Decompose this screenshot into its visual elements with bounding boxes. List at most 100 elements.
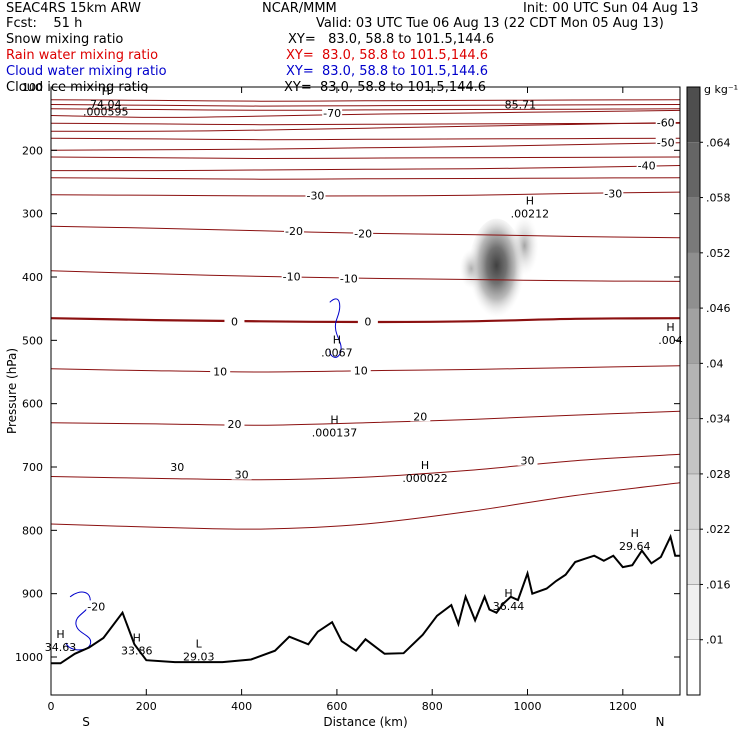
extremum-value: .000137: [312, 426, 358, 439]
y-tick-label: 700: [22, 461, 43, 474]
field-snow-name: Snow mixing ratio: [6, 32, 124, 47]
contour-label-bg: [603, 187, 624, 199]
colorbar-tick-label: .058: [706, 192, 731, 205]
contour-label-bg: [210, 365, 231, 377]
temperature-contour: [51, 410, 680, 426]
contour-label-bg: [655, 136, 676, 148]
contour-label: -60: [657, 116, 675, 129]
colorbar-swatch: [686, 197, 701, 254]
colorbar-swatch: [686, 584, 701, 640]
temperature-contour: [51, 122, 680, 126]
y-tick-label: 600: [22, 398, 43, 411]
colorbar-unit: g kg⁻¹: [704, 83, 738, 96]
contour-label: 30: [521, 455, 535, 468]
extremum-value: 29.64: [619, 540, 651, 553]
terrain-line: [51, 533, 680, 665]
temperature-contour: [51, 137, 680, 141]
endpoint-label-left: S: [82, 715, 90, 729]
contour-label-bg: [322, 106, 343, 118]
colorbar-tick-label: .04: [706, 357, 724, 370]
contour-label-bg: [636, 159, 657, 171]
x-tick-label: 600: [326, 700, 347, 713]
colorbar-tick-label: .034: [706, 413, 731, 426]
extremum-value: 29.03: [183, 651, 215, 664]
contour-label: -30: [604, 187, 622, 200]
colorbar-tick-label: .022: [706, 523, 731, 536]
field-rain-xy: XY= 83.0, 58.8 to 101.5,144.6: [286, 48, 489, 63]
y-tick-label: 900: [22, 588, 43, 601]
contour-label-bg: [517, 454, 538, 466]
extremum-value: 33.86: [121, 644, 153, 657]
extremum-mark: H: [133, 631, 141, 644]
extremum-value: 85.71: [505, 98, 537, 111]
y-tick-label: 1000: [15, 651, 43, 664]
temperature-contour: [51, 453, 680, 481]
header-title: SEAC4RS 15km ARW: [6, 1, 142, 16]
extremum-mark: L: [196, 638, 203, 651]
header-init: Init: 00 UTC Sun 04 Aug 13: [523, 1, 699, 16]
temperature-contour: [51, 122, 680, 132]
header-forecast: Fcst: 51 h: [6, 16, 83, 31]
colorbar-tick-label: .052: [706, 247, 731, 260]
contour-label: 30: [170, 461, 184, 474]
y-tick-label: 100: [22, 81, 43, 94]
temperature-contour: [51, 109, 680, 118]
contour-label: 20: [227, 418, 241, 431]
temperature-contour: [51, 104, 680, 107]
endpoint-label-right: N: [656, 715, 665, 729]
extremum-value: 34.63: [45, 641, 77, 654]
temperature-contour: [51, 142, 680, 151]
extremum-value: .0067: [321, 347, 353, 360]
colorbar-swatch: [686, 252, 701, 309]
colorbar-swatch: [686, 307, 701, 364]
terrain-fill: [51, 536, 680, 695]
extremum-mark: H: [504, 587, 512, 600]
temperature-contour: [51, 191, 680, 197]
extremum-value: 36.44: [493, 600, 525, 613]
contour-label-bg: [305, 189, 326, 201]
contour-label-bg: [338, 272, 359, 284]
contour-label-bg: [357, 315, 378, 327]
contour-label-bg: [410, 410, 431, 422]
x-tick-label: 1000: [514, 700, 542, 713]
extremum-value: .000595: [83, 105, 129, 118]
header-valid: Valid: 03 UTC Tue 06 Aug 13 (22 CDT Mon …: [316, 16, 664, 31]
contour-label-bg: [353, 227, 374, 239]
y-tick-label: 300: [22, 208, 43, 221]
contour-label-bg: [350, 364, 371, 376]
contour-label: -20: [87, 600, 105, 613]
cloud-water-contour: [329, 298, 342, 358]
contour-label: -70: [323, 107, 341, 120]
colorbar-frame: [686, 86, 701, 696]
field-cloud-water-name: Cloud water mixing ratio: [6, 64, 167, 79]
contour-label: -40: [638, 160, 656, 173]
contour-label-bg: [224, 315, 245, 327]
colorbar-tick-label: .028: [706, 468, 731, 481]
contour-label: -20: [354, 227, 372, 240]
contour-label: 10: [354, 365, 368, 378]
contour-label-bg: [231, 468, 252, 480]
contour-label-bg: [655, 116, 676, 128]
y-tick-label: 200: [22, 144, 43, 157]
contour-label-bg: [224, 417, 245, 429]
contour-label: -30: [306, 189, 324, 202]
contour-label: 20: [413, 410, 427, 423]
colorbar-swatch: [686, 473, 701, 530]
extremum-mark: H: [526, 194, 534, 207]
extremum-value: .00212: [511, 207, 550, 220]
colorbar-swatch: [686, 528, 701, 585]
snow-shading-maximum: [468, 218, 525, 323]
x-tick-label: 0: [48, 700, 55, 713]
colorbar-swatch: [686, 86, 701, 143]
y-axis-label: Pressure (hPa): [5, 348, 19, 434]
colorbar-swatch: [686, 142, 701, 198]
extremum-mark: H: [631, 527, 639, 540]
header-source: NCAR/MMM: [262, 1, 337, 16]
field-snow-xy: XY= 83.0, 58.8 to 101.5,144.6: [288, 32, 495, 47]
colorbar-tick-label: .046: [706, 302, 731, 315]
x-tick-label: 400: [231, 700, 252, 713]
temperature-contour: [51, 99, 680, 102]
y-tick-label: 500: [22, 334, 43, 347]
extremum-value: .004: [658, 334, 683, 347]
